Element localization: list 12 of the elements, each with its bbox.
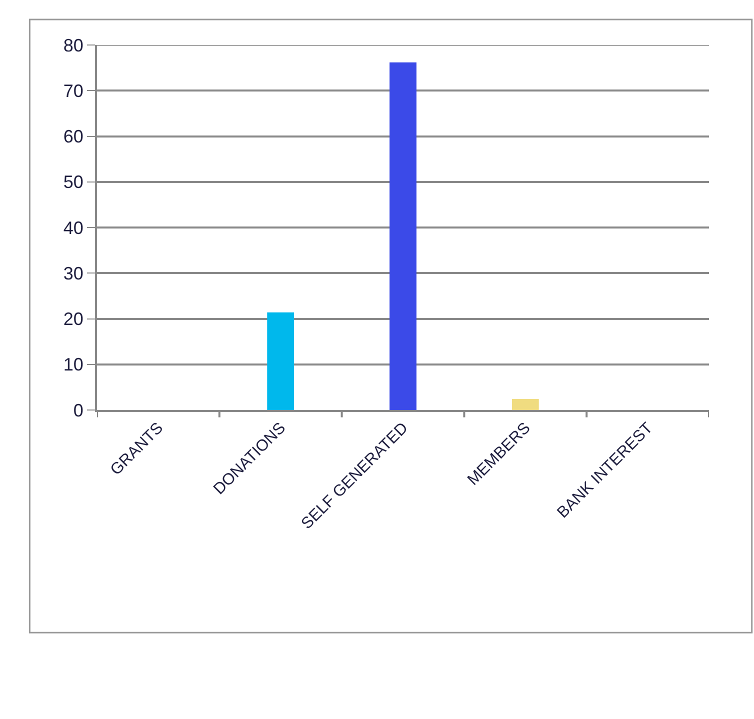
bar	[512, 399, 539, 410]
y-tick-label: 60	[63, 126, 84, 147]
y-tick-label: 50	[63, 172, 84, 192]
y-tick-label: 30	[63, 263, 84, 284]
bar	[267, 312, 294, 410]
y-tick-label: 40	[63, 218, 84, 238]
y-tick-label: 20	[63, 309, 84, 330]
bar	[390, 62, 416, 410]
y-tick-label: 70	[63, 80, 84, 101]
y-tick-label: 80	[63, 35, 84, 56]
y-tick-label: 0	[73, 400, 84, 420]
y-tick-label: 10	[63, 354, 84, 375]
